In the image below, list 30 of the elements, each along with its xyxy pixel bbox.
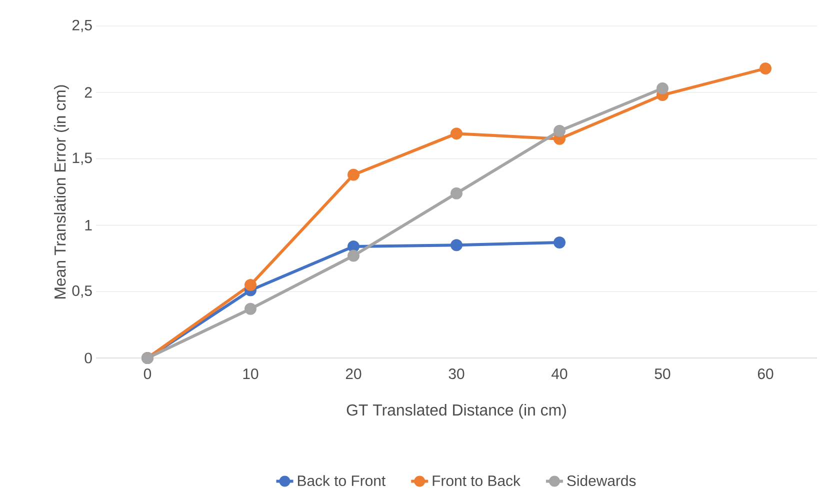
point: [450, 128, 462, 140]
legend-label: Back to Front: [298, 475, 386, 486]
point: [450, 187, 462, 200]
point: [760, 62, 772, 74]
point: [656, 82, 669, 94]
point: [348, 250, 360, 262]
x-tick-label: 60: [758, 368, 774, 380]
x-tick-label: 10: [243, 368, 258, 380]
x-tick-label: 0: [144, 368, 152, 380]
y-tick-label: 1,5: [72, 152, 92, 165]
x-tick-label: 50: [654, 368, 670, 380]
point: [554, 236, 566, 248]
point: [554, 124, 566, 137]
point: [244, 278, 256, 291]
x-tick-label: 20: [346, 368, 362, 380]
y-tick-label: 2,5: [72, 20, 92, 32]
y-axis-title: Mean Translation Error (in cm): [54, 85, 69, 298]
legend-label: Front to Back: [432, 475, 520, 486]
y-tick-label: 2: [84, 87, 92, 98]
x-tick-label: 30: [448, 368, 464, 380]
y-tick-label: 1: [85, 220, 92, 230]
x-axis-title: GT Translated Distance (in cm): [346, 404, 566, 419]
y-tick-label: 0,5: [72, 285, 92, 298]
point: [244, 302, 256, 315]
point: [348, 240, 360, 252]
point: [450, 239, 462, 252]
legend-label: Sidewards: [567, 475, 636, 486]
x-tick-label: 40: [552, 368, 568, 380]
y-tick-label: 0: [84, 352, 92, 364]
point: [348, 168, 360, 181]
